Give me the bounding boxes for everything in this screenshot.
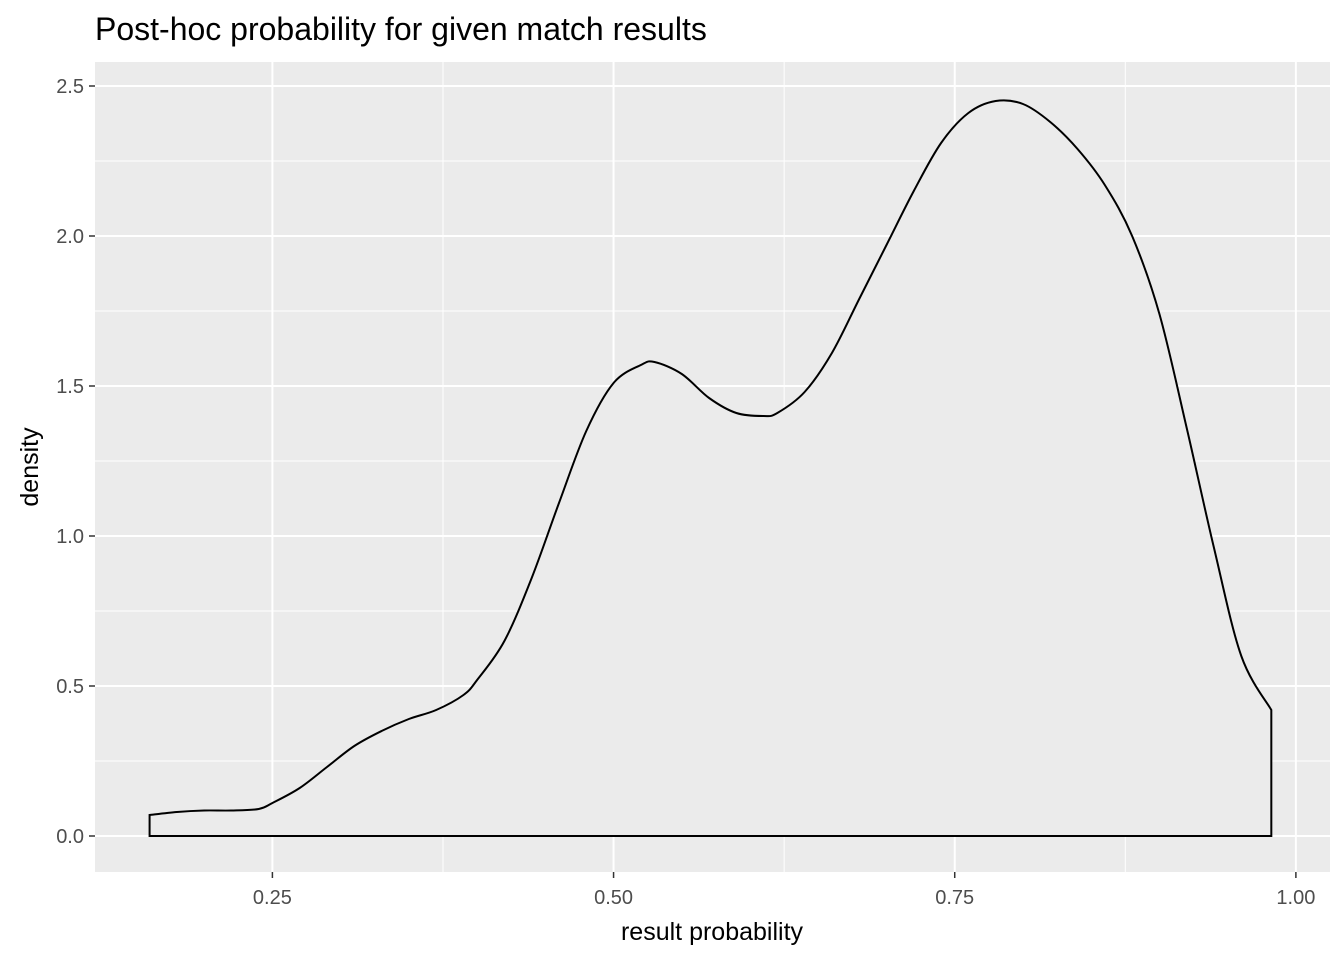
y-tick-label: 2.5 <box>56 76 84 98</box>
x-axis-title: result probability <box>621 918 804 946</box>
y-tick-label: 1.5 <box>56 376 84 398</box>
y-axis: 0.0 0.5 1.0 1.5 2.0 2.5 <box>56 76 95 848</box>
y-axis-title: density <box>16 427 44 507</box>
y-tick-label: 1.0 <box>56 526 84 548</box>
density-area <box>149 100 1272 836</box>
x-tick-label: 0.50 <box>594 887 633 909</box>
x-tick-label: 0.75 <box>935 887 974 909</box>
density-line <box>148 99 1273 837</box>
x-axis: 0.25 0.50 0.75 1.00 <box>253 872 1315 909</box>
x-tick-label: 0.25 <box>253 887 292 909</box>
y-tick-label: 0.5 <box>56 676 84 698</box>
y-tick-label: 0.0 <box>56 826 84 848</box>
chart-title: Post-hoc probability for given match res… <box>95 11 707 47</box>
x-tick-label: 1.00 <box>1276 887 1315 909</box>
y-tick-label: 2.0 <box>56 226 84 248</box>
